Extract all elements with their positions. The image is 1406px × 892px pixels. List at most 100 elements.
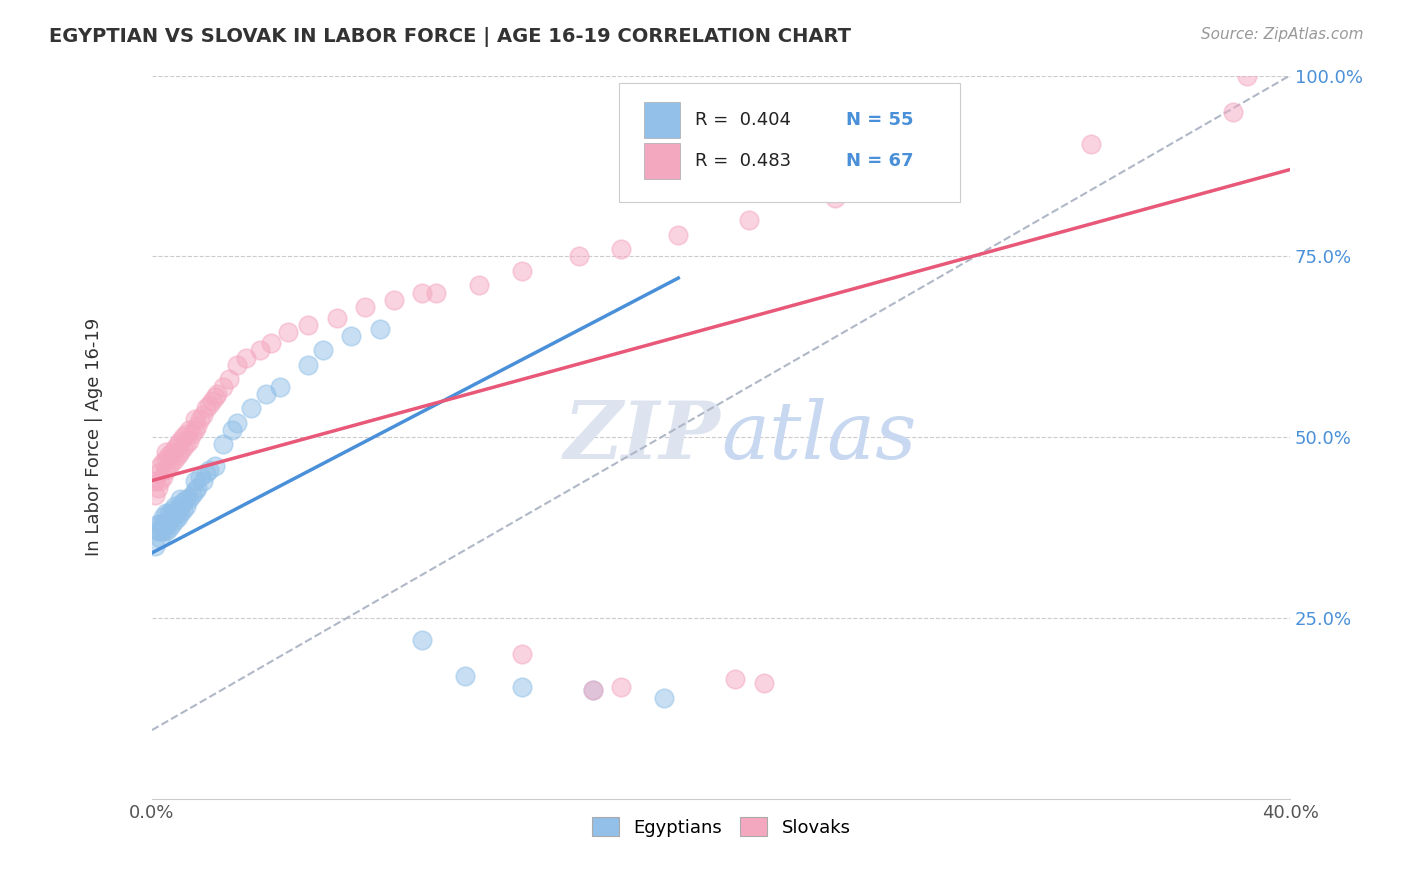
Point bbox=[169, 444, 191, 458]
Point bbox=[157, 513, 180, 527]
Point bbox=[411, 632, 433, 647]
Point bbox=[824, 192, 846, 206]
Point bbox=[155, 524, 177, 539]
Text: ZIP: ZIP bbox=[564, 399, 721, 476]
Point bbox=[194, 401, 217, 416]
Point bbox=[172, 495, 194, 509]
Text: R =  0.483: R = 0.483 bbox=[695, 152, 792, 169]
Point bbox=[738, 213, 761, 227]
Point bbox=[177, 423, 200, 437]
Point bbox=[152, 509, 174, 524]
Point bbox=[174, 437, 197, 451]
Point bbox=[155, 516, 177, 531]
Point bbox=[226, 358, 249, 372]
Text: Source: ZipAtlas.com: Source: ZipAtlas.com bbox=[1201, 27, 1364, 42]
Point bbox=[652, 690, 675, 705]
Point bbox=[186, 419, 208, 434]
Point bbox=[183, 484, 205, 499]
Point bbox=[166, 448, 188, 462]
Point bbox=[1080, 137, 1102, 152]
Point bbox=[724, 673, 747, 687]
Point bbox=[166, 437, 188, 451]
Point bbox=[186, 481, 208, 495]
Point bbox=[155, 451, 177, 466]
Point bbox=[240, 401, 263, 416]
Point bbox=[163, 499, 186, 513]
Point bbox=[163, 506, 186, 520]
Point bbox=[207, 386, 229, 401]
Point bbox=[177, 434, 200, 448]
Point bbox=[382, 293, 405, 307]
Point bbox=[1222, 104, 1244, 119]
Point bbox=[160, 444, 183, 458]
Point bbox=[149, 516, 172, 531]
Point bbox=[172, 430, 194, 444]
Point bbox=[277, 326, 299, 340]
Point bbox=[582, 683, 605, 698]
Point bbox=[260, 336, 283, 351]
FancyBboxPatch shape bbox=[644, 143, 681, 179]
Point bbox=[191, 474, 214, 488]
Point bbox=[146, 481, 169, 495]
Point bbox=[354, 300, 377, 314]
Text: R =  0.404: R = 0.404 bbox=[695, 111, 790, 128]
Point bbox=[191, 409, 214, 423]
Point bbox=[149, 532, 172, 546]
Point bbox=[160, 455, 183, 469]
Point bbox=[174, 491, 197, 506]
Point bbox=[183, 423, 205, 437]
Point bbox=[157, 459, 180, 474]
Point bbox=[169, 491, 191, 506]
Point bbox=[249, 343, 271, 358]
Point bbox=[160, 516, 183, 531]
Point bbox=[411, 285, 433, 300]
Point bbox=[177, 491, 200, 506]
Point bbox=[938, 169, 960, 184]
FancyBboxPatch shape bbox=[644, 102, 681, 137]
Point bbox=[172, 502, 194, 516]
Point bbox=[254, 386, 277, 401]
Point bbox=[269, 379, 291, 393]
Point bbox=[152, 524, 174, 539]
Text: N = 67: N = 67 bbox=[846, 152, 914, 169]
Y-axis label: In Labor Force | Age 16-19: In Labor Force | Age 16-19 bbox=[86, 318, 103, 557]
Point bbox=[180, 488, 202, 502]
Point bbox=[188, 470, 211, 484]
Point bbox=[568, 249, 591, 263]
Point bbox=[180, 426, 202, 441]
Point bbox=[425, 285, 447, 300]
Point bbox=[146, 524, 169, 539]
Point bbox=[297, 318, 319, 332]
Point bbox=[235, 351, 257, 365]
Point bbox=[157, 448, 180, 462]
Point bbox=[468, 278, 491, 293]
Point bbox=[166, 509, 188, 524]
Point bbox=[221, 423, 243, 437]
Point bbox=[201, 394, 224, 409]
Point bbox=[152, 516, 174, 531]
FancyBboxPatch shape bbox=[619, 83, 960, 202]
Point bbox=[610, 680, 633, 694]
Point bbox=[155, 463, 177, 477]
Point bbox=[204, 459, 226, 474]
Point bbox=[163, 513, 186, 527]
Legend: Egyptians, Slovaks: Egyptians, Slovaks bbox=[585, 810, 858, 844]
Point bbox=[510, 264, 533, 278]
Point bbox=[146, 467, 169, 481]
Point bbox=[172, 441, 194, 455]
Point bbox=[163, 441, 186, 455]
Point bbox=[183, 474, 205, 488]
Point bbox=[454, 669, 477, 683]
Text: atlas: atlas bbox=[721, 399, 917, 476]
Point bbox=[666, 227, 689, 242]
Point bbox=[169, 434, 191, 448]
Point bbox=[368, 321, 391, 335]
Point bbox=[166, 502, 188, 516]
Point bbox=[149, 474, 172, 488]
Point bbox=[188, 412, 211, 426]
Point bbox=[510, 680, 533, 694]
Point bbox=[218, 372, 240, 386]
Point bbox=[174, 499, 197, 513]
Point bbox=[610, 242, 633, 256]
Point bbox=[326, 310, 349, 325]
